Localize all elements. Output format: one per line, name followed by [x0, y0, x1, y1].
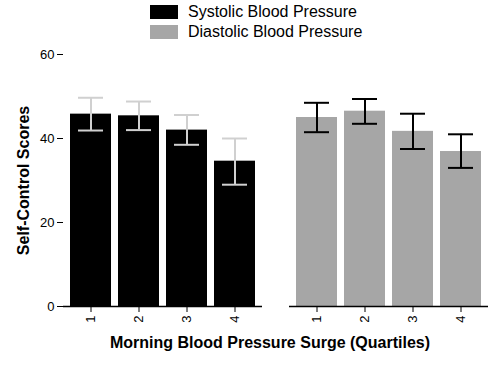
html-text:Diastolic Blood Pressure: Diastolic Blood Pressure [188, 23, 363, 40]
svg-text:40: 40 [40, 131, 54, 146]
html-text:Systolic Blood Pressure: Systolic Blood Pressure [188, 3, 357, 20]
svg-text:1: 1 [309, 316, 324, 323]
svg-text:2: 2 [131, 316, 146, 323]
svg-text:4: 4 [227, 316, 242, 323]
svg-text:Self-Control Scores: Self-Control Scores [15, 106, 32, 255]
svg-text:60: 60 [40, 47, 54, 62]
html-text:Morning Blood Pressure Surge (: Morning Blood Pressure Surge (Quartiles) [110, 334, 430, 351]
svg-text:20: 20 [40, 215, 54, 230]
svg-text:2: 2 [357, 316, 372, 323]
svg-text:4: 4 [453, 316, 468, 323]
svg-text:3: 3 [405, 316, 420, 323]
svg-text:1: 1 [83, 316, 98, 323]
svg-text:3: 3 [179, 316, 194, 323]
svg-text:0: 0 [47, 299, 54, 314]
